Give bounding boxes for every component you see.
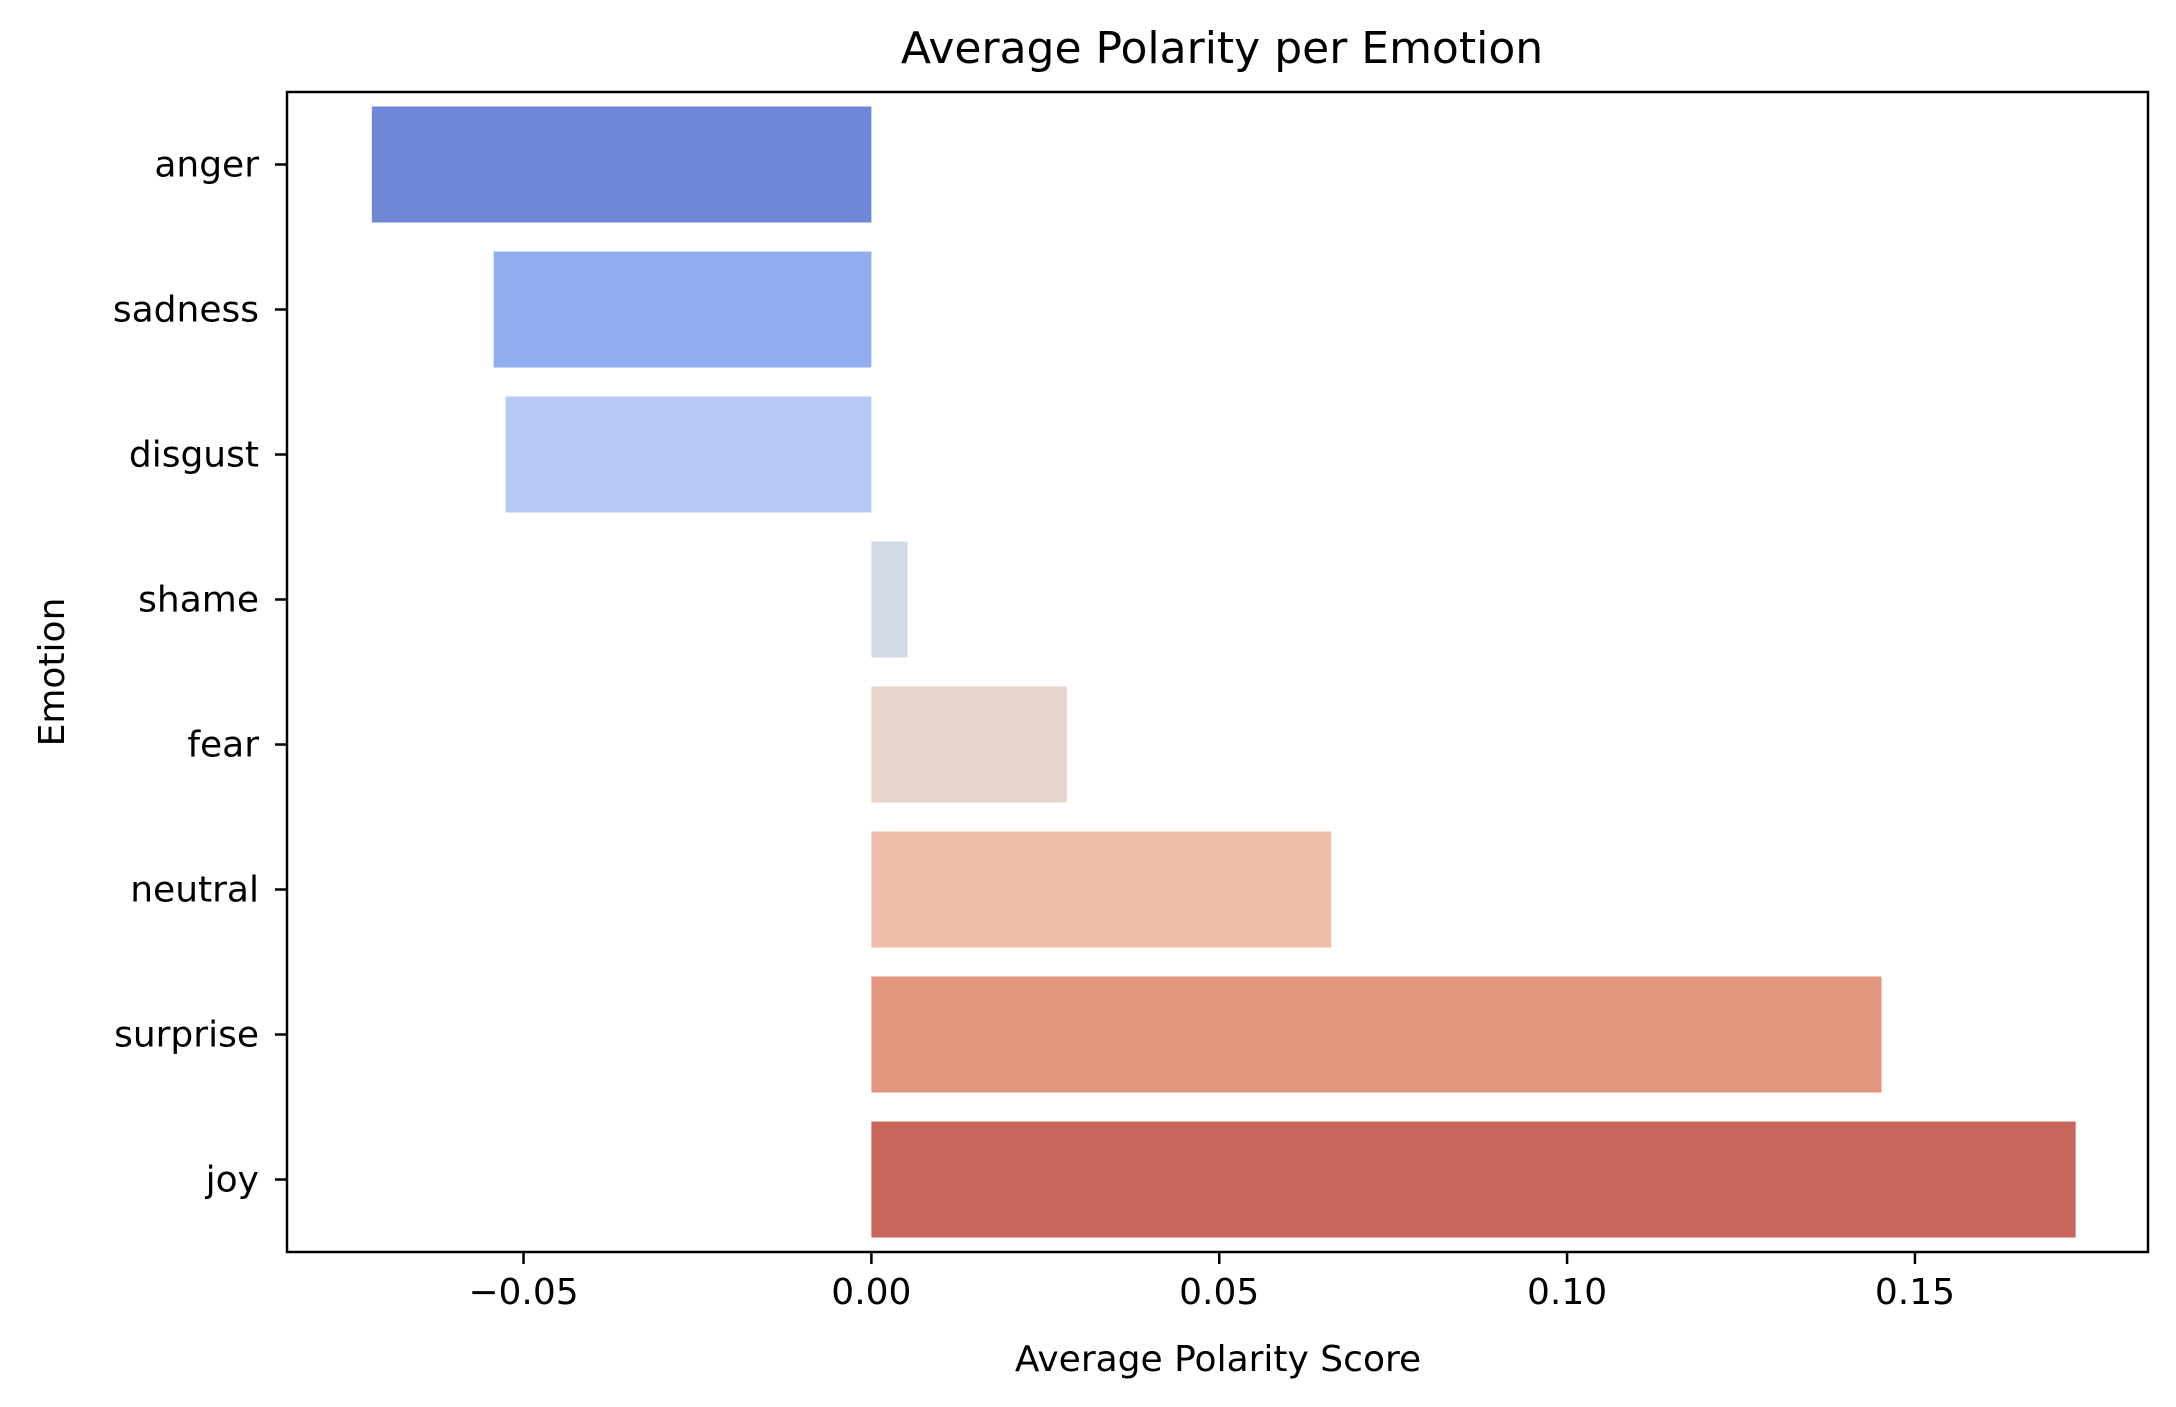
y-tick-label: neutral <box>130 870 259 911</box>
y-tick-label: surprise <box>114 1015 259 1056</box>
x-tick-label: 0.05 <box>1179 1272 1259 1313</box>
x-axis-ticks: −0.05 0.00 0.05 0.10 0.15 <box>468 1252 1955 1313</box>
bar-disgust <box>505 396 872 513</box>
bar-fear <box>871 686 1067 803</box>
y-tick-label: anger <box>154 145 259 186</box>
bar-sadness <box>493 251 872 368</box>
plot-frame <box>285 90 2150 1254</box>
y-axis-label: Emotion <box>32 598 73 747</box>
chart-title: Average Polarity per Emotion <box>901 23 1543 74</box>
x-tick-label: 0.00 <box>831 1272 911 1313</box>
bar-surprise <box>871 976 1882 1093</box>
bar-joy <box>871 1121 2076 1238</box>
y-tick-label: disgust <box>129 435 259 476</box>
y-tick-label: shame <box>138 580 259 621</box>
bars-layer <box>371 106 2076 1238</box>
y-tick-label: joy <box>205 1160 259 1201</box>
y-tick-label: fear <box>187 725 259 766</box>
x-tick-label: −0.05 <box>468 1272 578 1313</box>
y-tick-label: sadness <box>113 290 259 331</box>
x-axis-label: Average Polarity Score <box>1015 1339 1421 1380</box>
x-tick-label: 0.10 <box>1527 1272 1607 1313</box>
bar-shame <box>871 541 908 658</box>
x-tick-label: 0.15 <box>1875 1272 1955 1313</box>
y-axis-ticks: anger sadness disgust shame fear neutral surpr… <box>113 145 287 1201</box>
bar-anger <box>371 106 872 223</box>
bar-neutral <box>871 831 1332 948</box>
